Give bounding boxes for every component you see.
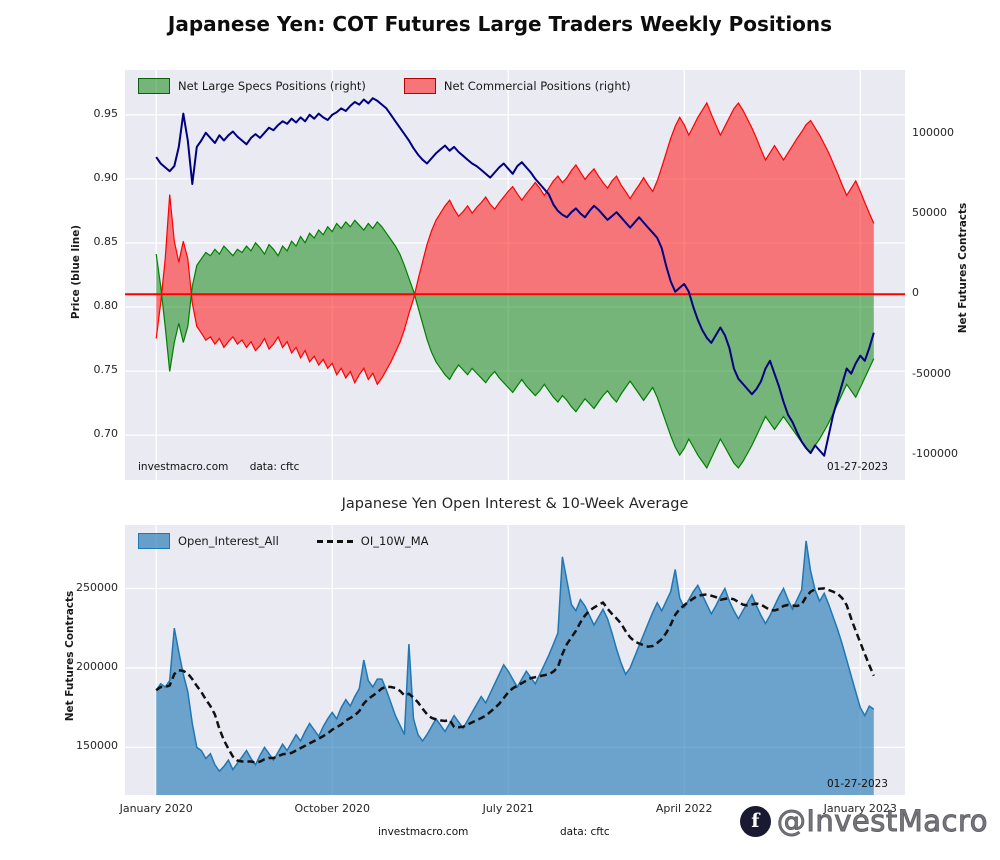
page-title: Japanese Yen: COT Futures Large Traders … [167,12,833,36]
right-axis-tick-label: -100000 [912,447,958,461]
investmacro-logo-icon: f [739,805,771,837]
x-axis-tick-label: January 2020 [119,802,193,815]
y-axis-tick-label: 0.80 [93,299,119,313]
top-chart-legend: Net Large Specs Positions (right) Net Co… [138,78,631,94]
x-axis-tick-label: January 2023 [823,802,897,815]
specs-legend-label: Net Large Specs Positions (right) [178,79,366,93]
open-interest-legend-label: Open_Interest_All [178,534,279,548]
price-axis-label: Price (blue line) [70,224,82,320]
top-source-text: investmacro.com data: cftc [138,461,299,473]
y-axis-tick-label: 150000 [76,739,118,753]
y-axis-tick-label: 0.75 [93,363,119,377]
y-axis-tick-label: 0.90 [93,170,119,184]
x-axis-tick-label: July 2021 [482,802,534,815]
open-interest-legend-swatch [138,533,170,549]
bottom-chart-title: Japanese Yen Open Interest & 10-Week Ave… [341,496,689,512]
commercials-legend-swatch [403,78,436,94]
y-axis-tick-label: 250000 [76,580,118,594]
net-contracts-bottom-axis-label: Net Futures Contracts [64,590,76,722]
y-axis-tick-label: 0.95 [93,106,119,120]
right-axis-tick-label: 50000 [912,205,947,219]
right-axis-tick-label: 100000 [912,125,954,139]
bottom-chart-legend: Open_Interest_All OI_10W_MA [138,533,429,549]
y-axis-tick-label: 0.70 [93,427,119,441]
x-axis-tick-label: October 2020 [294,802,370,815]
investmacro-watermark: f @InvestMacro [739,804,988,839]
commercials-legend-label: Net Commercial Positions (right) [443,79,631,93]
top-source-site: investmacro.com [138,461,229,473]
specs-legend-swatch [138,78,170,94]
y-axis-tick-label: 0.85 [93,234,119,248]
top-date-annotation: 01-27-2023 [826,461,888,473]
x-axis-tick-label: April 2022 [655,802,713,815]
right-axis-tick-label: 0 [912,286,919,300]
bottom-source-data: data: cftc [560,826,610,838]
ma-legend-label: OI_10W_MA [360,534,429,548]
right-axis-tick-label: -50000 [912,366,951,380]
ma-legend-dash-sample [316,539,353,543]
bottom-date-annotation: 01-27-2023 [826,778,888,790]
bottom-source-site: investmacro.com [378,826,469,838]
y-axis-tick-label: 200000 [76,659,118,673]
investmacro-handle: @InvestMacro [776,804,988,839]
top-source-data: data: cftc [249,461,300,473]
net-contracts-right-axis-label: Net Futures Contracts [957,202,969,334]
